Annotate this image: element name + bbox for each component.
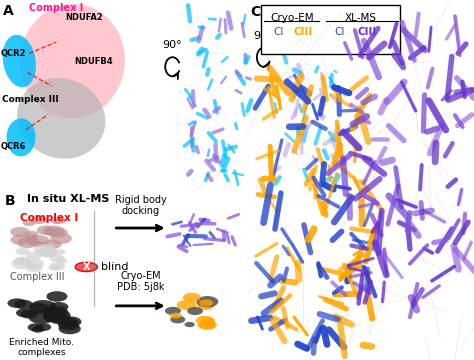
- Ellipse shape: [16, 248, 29, 255]
- Ellipse shape: [183, 293, 201, 302]
- Ellipse shape: [50, 233, 72, 244]
- Ellipse shape: [8, 298, 27, 308]
- Ellipse shape: [43, 312, 63, 322]
- Text: CI: CI: [273, 27, 283, 37]
- Text: QCR2: QCR2: [1, 49, 26, 58]
- Ellipse shape: [177, 300, 197, 310]
- Ellipse shape: [54, 217, 66, 224]
- Ellipse shape: [57, 258, 67, 264]
- Ellipse shape: [60, 316, 82, 327]
- Text: Complex I: Complex I: [20, 213, 78, 223]
- Ellipse shape: [11, 258, 33, 269]
- Ellipse shape: [198, 302, 214, 310]
- Ellipse shape: [55, 249, 65, 255]
- Ellipse shape: [199, 320, 217, 330]
- Text: X: X: [82, 262, 90, 272]
- Ellipse shape: [43, 309, 71, 323]
- Ellipse shape: [35, 323, 51, 331]
- Text: Complex III: Complex III: [1, 95, 58, 104]
- Ellipse shape: [20, 4, 125, 118]
- Text: In situ XL-MS: In situ XL-MS: [27, 194, 109, 204]
- Ellipse shape: [199, 300, 213, 307]
- Text: Cryo-EM: Cryo-EM: [270, 13, 314, 23]
- Ellipse shape: [59, 318, 78, 327]
- Ellipse shape: [27, 323, 44, 332]
- Ellipse shape: [17, 78, 105, 159]
- Ellipse shape: [20, 310, 38, 319]
- Text: NDUFA2: NDUFA2: [65, 13, 103, 22]
- Ellipse shape: [43, 226, 64, 237]
- Ellipse shape: [34, 244, 55, 255]
- Text: C: C: [250, 5, 260, 19]
- Ellipse shape: [187, 307, 203, 315]
- Ellipse shape: [3, 35, 36, 87]
- Ellipse shape: [25, 258, 44, 269]
- Ellipse shape: [36, 225, 55, 235]
- Ellipse shape: [27, 235, 50, 247]
- Text: 90°: 90°: [254, 31, 273, 41]
- Ellipse shape: [43, 240, 62, 249]
- Ellipse shape: [16, 309, 34, 318]
- Text: B: B: [5, 194, 16, 208]
- Ellipse shape: [44, 306, 68, 318]
- Text: Enriched Mito.
complexes: Enriched Mito. complexes: [9, 338, 74, 357]
- Text: QCR6: QCR6: [1, 143, 26, 152]
- Ellipse shape: [59, 323, 81, 334]
- Ellipse shape: [202, 317, 215, 324]
- Ellipse shape: [10, 227, 29, 237]
- Ellipse shape: [75, 262, 97, 271]
- Text: Complex I: Complex I: [29, 3, 83, 13]
- Ellipse shape: [28, 310, 55, 324]
- Text: XL-MS: XL-MS: [344, 13, 376, 23]
- Ellipse shape: [170, 316, 185, 323]
- Text: CIII: CIII: [294, 27, 313, 37]
- Ellipse shape: [196, 316, 214, 325]
- Ellipse shape: [51, 219, 61, 224]
- Text: Complex III: Complex III: [10, 272, 64, 282]
- Ellipse shape: [170, 312, 182, 319]
- Text: A: A: [3, 4, 14, 18]
- Ellipse shape: [10, 235, 31, 245]
- Ellipse shape: [46, 291, 67, 302]
- Ellipse shape: [30, 300, 56, 313]
- Ellipse shape: [49, 314, 71, 324]
- Ellipse shape: [38, 248, 55, 256]
- FancyBboxPatch shape: [261, 5, 400, 54]
- Ellipse shape: [45, 228, 59, 235]
- Ellipse shape: [198, 320, 216, 329]
- Text: CIII: CIII: [357, 27, 377, 37]
- Ellipse shape: [184, 322, 195, 327]
- Ellipse shape: [36, 247, 58, 258]
- Ellipse shape: [50, 262, 65, 270]
- Ellipse shape: [49, 254, 65, 262]
- Ellipse shape: [7, 118, 36, 157]
- Ellipse shape: [17, 238, 38, 248]
- Ellipse shape: [28, 303, 49, 313]
- Ellipse shape: [26, 264, 43, 272]
- Ellipse shape: [31, 216, 47, 224]
- Ellipse shape: [165, 307, 181, 315]
- Ellipse shape: [27, 238, 40, 244]
- Ellipse shape: [48, 265, 61, 271]
- Ellipse shape: [196, 296, 219, 307]
- Text: 90°: 90°: [163, 40, 182, 50]
- Text: CI: CI: [335, 27, 345, 37]
- Ellipse shape: [14, 257, 30, 265]
- Ellipse shape: [35, 241, 46, 247]
- Text: Rigid body
docking: Rigid body docking: [115, 194, 166, 216]
- Ellipse shape: [58, 320, 79, 330]
- Text: blind: blind: [101, 262, 128, 272]
- Text: NDUFB4: NDUFB4: [74, 57, 113, 66]
- Ellipse shape: [14, 300, 33, 309]
- Ellipse shape: [24, 234, 37, 241]
- Ellipse shape: [24, 231, 38, 238]
- Ellipse shape: [32, 327, 44, 333]
- Ellipse shape: [49, 302, 68, 312]
- Ellipse shape: [26, 252, 42, 260]
- Ellipse shape: [23, 220, 36, 226]
- Text: Cryo-EM
PDB: 5j8k: Cryo-EM PDB: 5j8k: [117, 271, 164, 292]
- Ellipse shape: [49, 228, 68, 237]
